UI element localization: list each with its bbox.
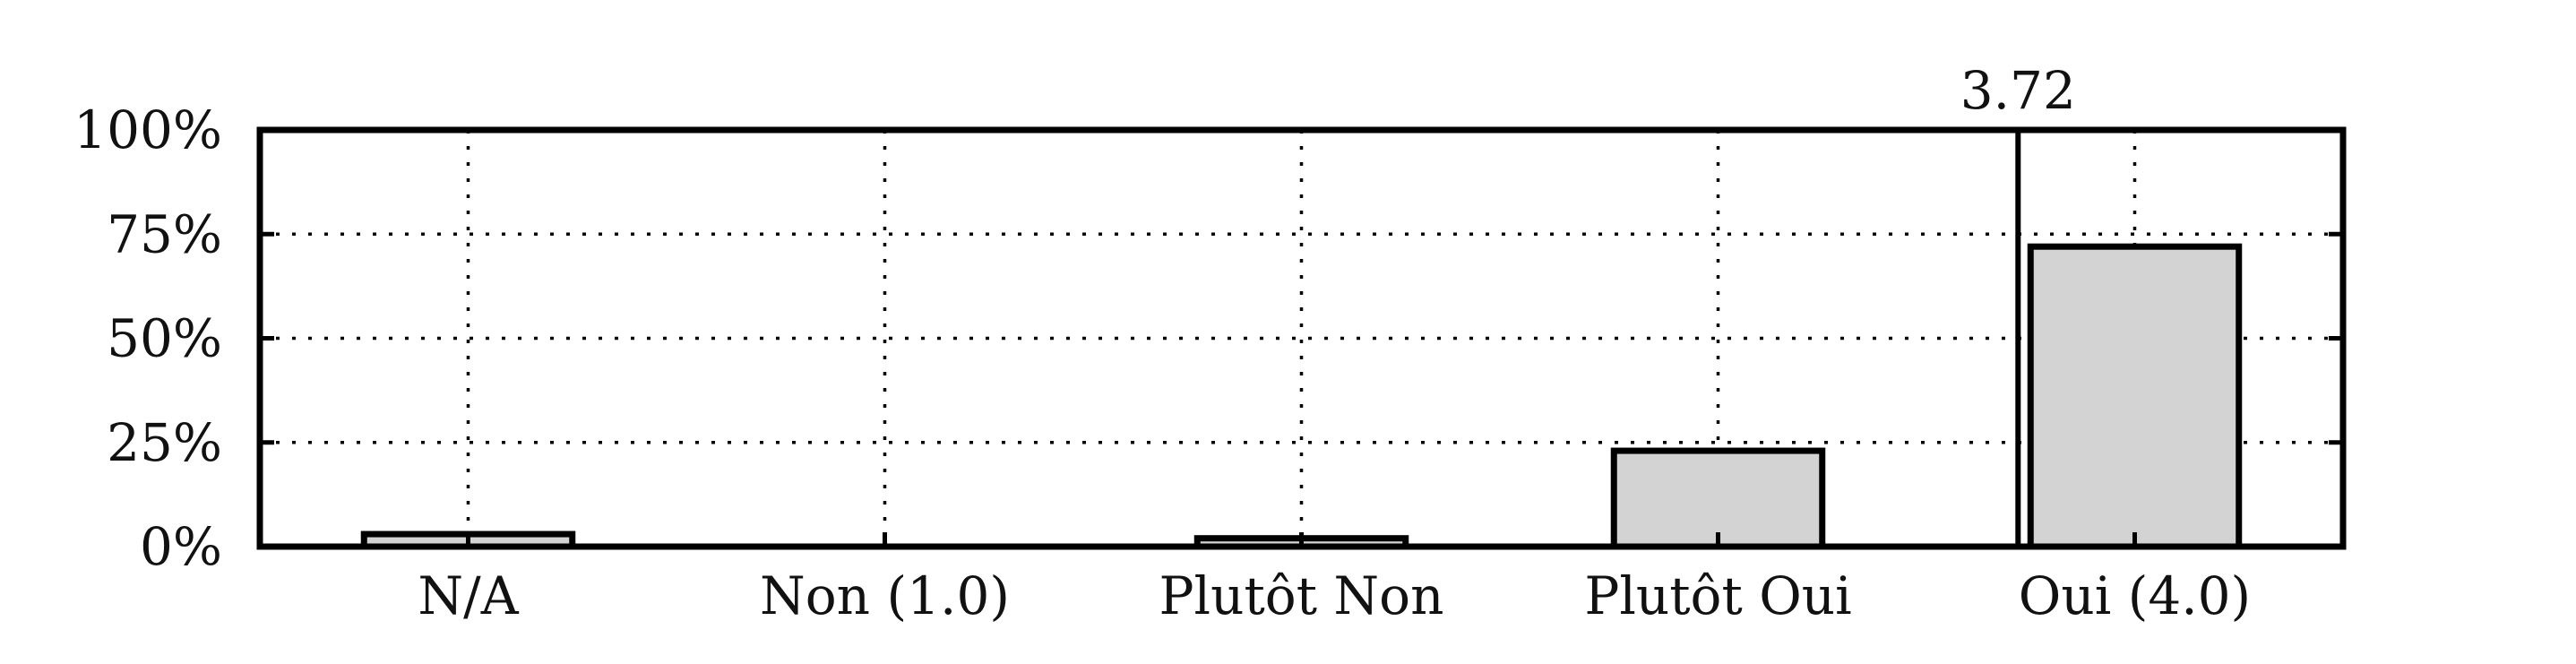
bars-group [360, 243, 2243, 550]
y-tick-label: 75% [107, 203, 222, 264]
bar [2027, 243, 2243, 550]
y-tick-label: 25% [107, 412, 222, 473]
x-axis: N/A Non (1.0) Plutôt Non Plutôt Oui Oui (4.0… [418, 532, 2251, 626]
mean-value-label: 3.72 [1960, 60, 2076, 121]
mean-marker: 3.72 [1960, 60, 2076, 547]
y-tick-label: 0% [140, 516, 222, 577]
x-tick-label: Plutôt Oui [1584, 565, 1851, 626]
x-tick-label: Oui (4.0) [2019, 565, 2251, 626]
x-tick-label: Non (1.0) [760, 565, 1010, 626]
y-tick-label: 100% [73, 99, 222, 160]
bar [1610, 447, 1826, 550]
y-axis: 0% 25% 50% 75% 100% [73, 99, 2343, 577]
x-tick-label: N/A [418, 565, 519, 626]
x-tick-label: Plutôt Non [1159, 565, 1444, 626]
y-tick-label: 50% [107, 308, 222, 369]
